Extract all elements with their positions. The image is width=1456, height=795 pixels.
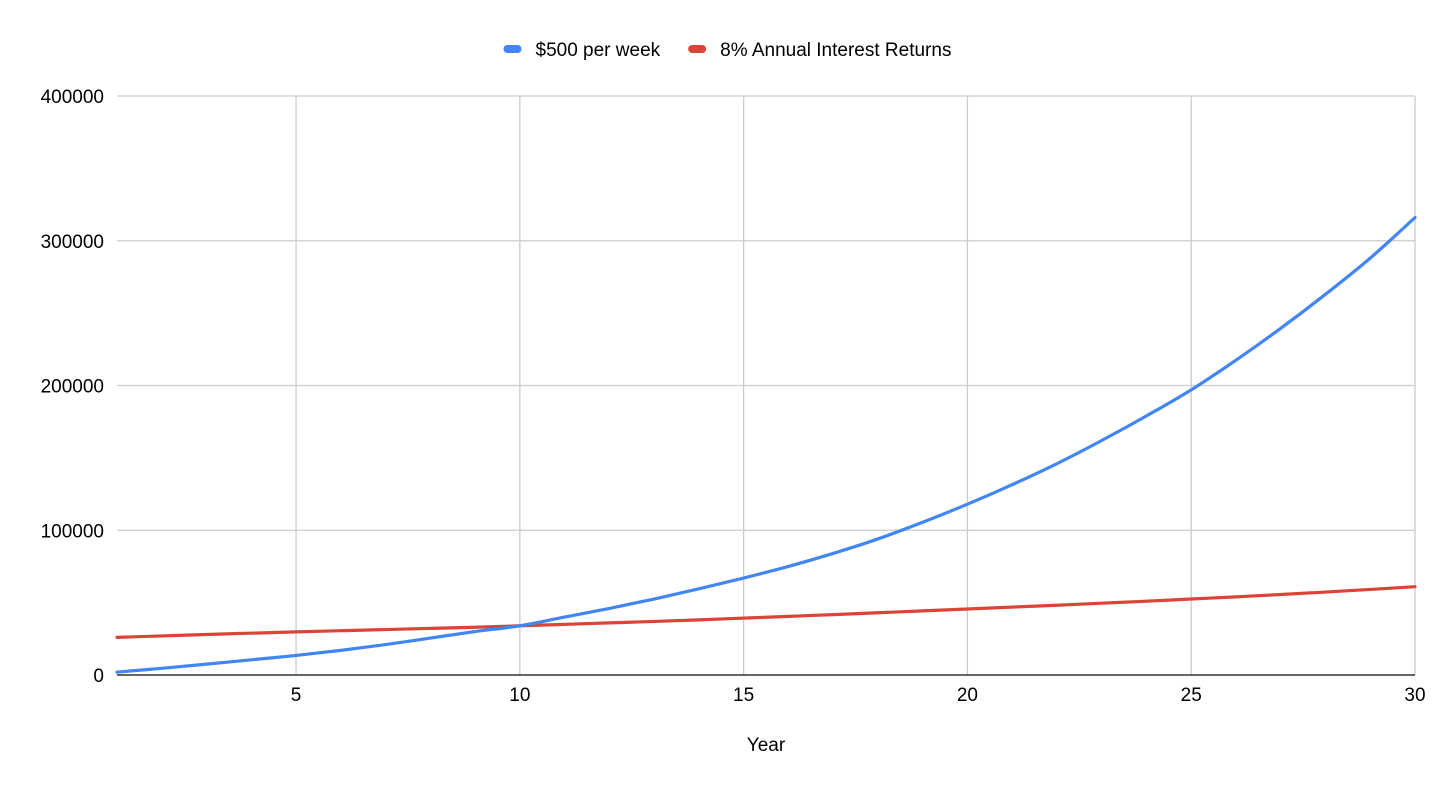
- y-tick-label: 0: [93, 666, 104, 687]
- x-tick-label: 15: [733, 685, 754, 706]
- x-axis-ticks: 5 10 15 20 25 30: [291, 685, 1426, 706]
- legend-item-0: $500 per week: [503, 40, 661, 61]
- chart-legend: $500 per week 8% Annual Interest Returns: [503, 40, 951, 61]
- y-tick-label: 100000: [41, 521, 104, 542]
- x-tick-label: 30: [1404, 685, 1425, 706]
- chart-series: [115, 215, 1417, 674]
- y-tick-label: 400000: [41, 87, 104, 108]
- y-axis-ticks: 0 100000 200000 300000 400000: [41, 87, 104, 687]
- legend-label: $500 per week: [536, 40, 661, 61]
- legend-swatch: [688, 45, 707, 53]
- legend-item-1: 8% Annual Interest Returns: [688, 40, 951, 61]
- series-line-0: [115, 215, 1417, 674]
- x-tick-label: 25: [1181, 685, 1202, 706]
- x-tick-label: 10: [509, 685, 530, 706]
- legend-swatch: [503, 45, 522, 53]
- y-tick-label: 200000: [41, 377, 104, 398]
- x-tick-label: 20: [957, 685, 978, 706]
- x-tick-label: 5: [291, 685, 302, 706]
- series-line-1: [115, 585, 1417, 639]
- chart-grid: [117, 95, 1416, 676]
- x-axis-title: Year: [747, 735, 786, 756]
- legend-label: 8% Annual Interest Returns: [720, 40, 951, 61]
- y-tick-label: 300000: [41, 232, 104, 253]
